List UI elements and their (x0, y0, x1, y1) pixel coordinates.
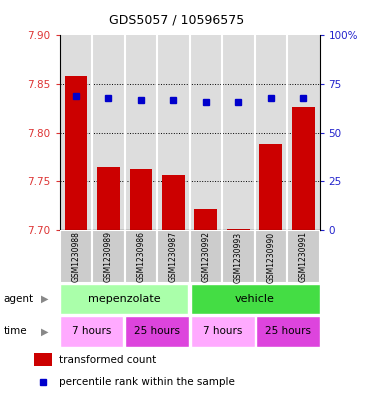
Bar (194, 209, 217, 230)
Bar (287, 230, 320, 283)
Text: GSM1230989: GSM1230989 (104, 231, 113, 283)
Bar (256, 316, 320, 347)
Text: vehicle: vehicle (235, 294, 275, 304)
Bar (60, 284, 188, 314)
Bar (125, 316, 189, 347)
Bar (259, 144, 282, 230)
Bar (190, 230, 222, 283)
Bar (191, 316, 254, 347)
Bar (157, 230, 190, 283)
Text: 7 hours: 7 hours (203, 326, 243, 336)
Bar (60, 230, 92, 283)
Text: GSM1230991: GSM1230991 (299, 231, 308, 283)
Text: GSM1230992: GSM1230992 (201, 231, 210, 283)
Bar (65, 76, 87, 230)
Text: 25 hours: 25 hours (265, 326, 311, 336)
Bar (222, 230, 254, 283)
Bar (191, 284, 320, 314)
Text: time: time (4, 326, 27, 336)
Text: GSM1230993: GSM1230993 (234, 231, 243, 283)
Text: mepenzolate: mepenzolate (87, 294, 160, 304)
Text: GSM1230988: GSM1230988 (71, 231, 80, 283)
Text: agent: agent (4, 294, 34, 304)
Text: GSM1230986: GSM1230986 (136, 231, 146, 283)
Text: 25 hours: 25 hours (134, 326, 180, 336)
Bar (60, 316, 123, 347)
Text: ▶: ▶ (40, 326, 48, 336)
Text: GDS5057 / 10596575: GDS5057 / 10596575 (109, 14, 245, 27)
Text: GSM1230987: GSM1230987 (169, 231, 178, 283)
Text: transformed count: transformed count (59, 354, 156, 365)
Bar (97, 167, 120, 230)
Text: percentile rank within the sample: percentile rank within the sample (59, 377, 234, 387)
Bar (292, 107, 315, 230)
Bar (125, 230, 157, 283)
Bar (34, 353, 52, 366)
Text: GSM1230990: GSM1230990 (266, 231, 275, 283)
Bar (227, 229, 250, 230)
Bar (162, 175, 185, 230)
Bar (129, 169, 152, 230)
Bar (254, 230, 287, 283)
Bar (92, 230, 125, 283)
Text: 7 hours: 7 hours (72, 326, 111, 336)
Text: ▶: ▶ (40, 294, 48, 304)
